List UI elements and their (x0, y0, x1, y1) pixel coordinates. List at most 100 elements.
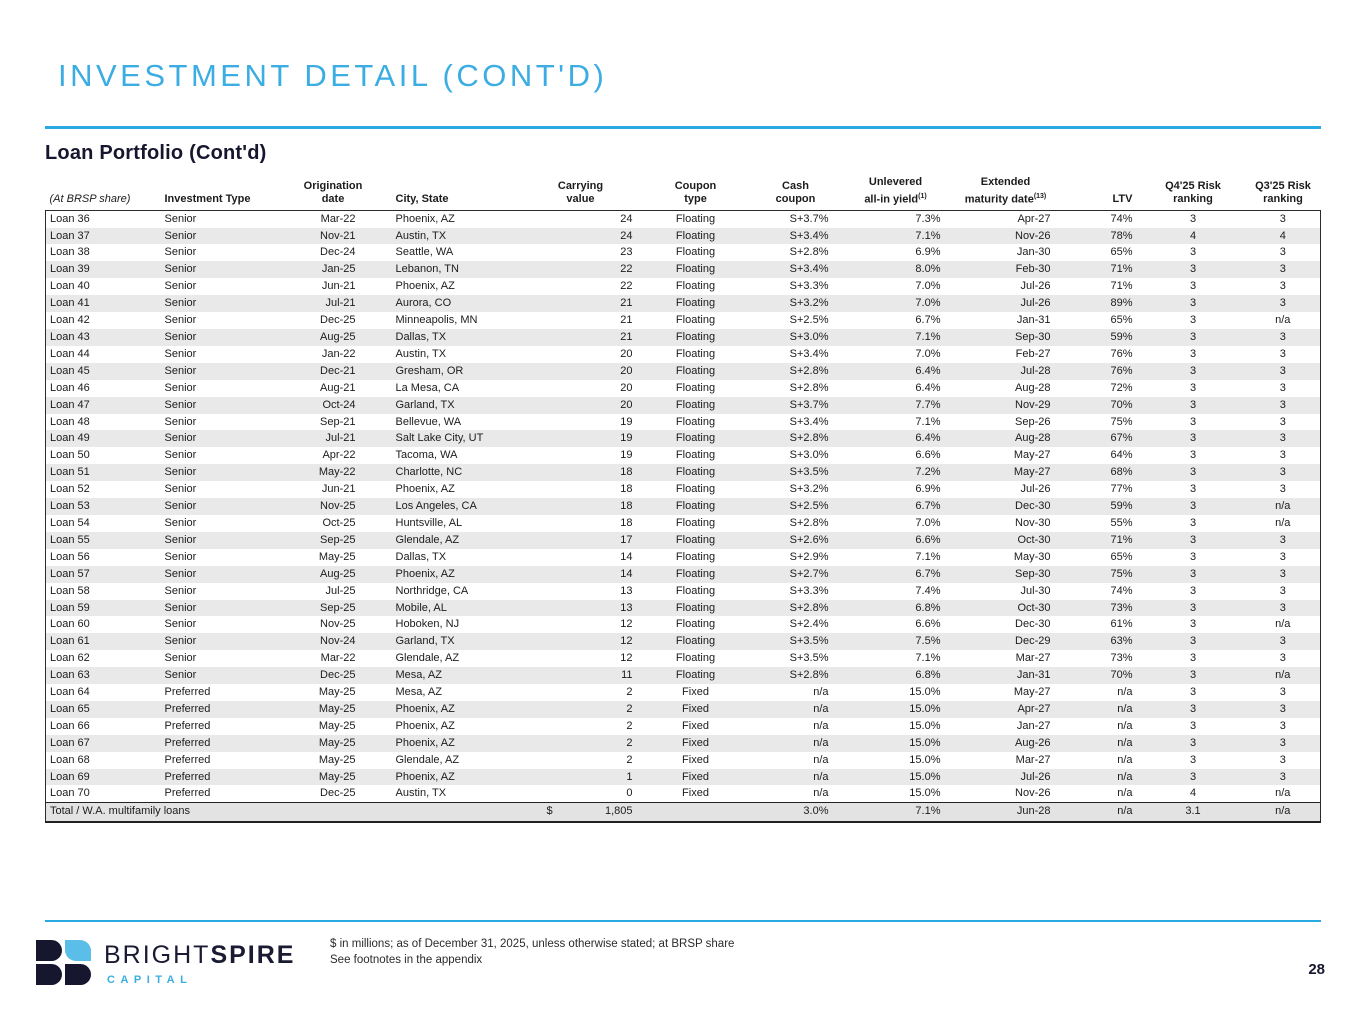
cell-extended-maturity: May-27 (1013, 449, 1051, 462)
cell-investment-type: Senior (164, 212, 197, 225)
cell-carrying-value: 2 (626, 753, 633, 766)
cell-q4-risk: 3 (1189, 381, 1197, 394)
cell-city-state: Dallas, TX (395, 550, 447, 563)
table-row: Loan 44 Senior Jan-22 Austin, TX 20 Floating S… (46, 346, 1321, 363)
cell-ltv: 65% (1110, 314, 1133, 327)
loan-portfolio-table-container: (At BRSP share) Investment Type Originatio… (45, 176, 1321, 823)
cell-investment-type: Senior (164, 669, 197, 682)
cell-ltv: 76% (1110, 364, 1133, 377)
cell-unlevered-yield: 7.4% (915, 584, 941, 597)
cell-ltv: n/a (1117, 719, 1133, 732)
cell-investment-type: Senior (164, 635, 197, 648)
cell-coupon-type: Fixed (682, 736, 709, 749)
cell-extended-maturity: Mar-27 (1015, 753, 1051, 766)
cell-ltv: 68% (1110, 466, 1133, 479)
cell-ltv: 75% (1110, 415, 1133, 428)
cell-extended-maturity: Jul-28 (1020, 364, 1051, 377)
title-divider-rule (45, 126, 1321, 129)
cell-q4-risk: 3 (1189, 331, 1197, 343)
cell-investment-type: Senior (164, 483, 197, 496)
cell-coupon-type: Floating (675, 432, 716, 445)
cell-coupon-type: Floating (675, 381, 716, 394)
page-number: 28 (1308, 961, 1325, 978)
cell-investment-type: Senior (164, 297, 197, 310)
cell-city-state: Phoenix, AZ (395, 702, 455, 715)
cell-q3-risk: 3 (1279, 550, 1286, 563)
cell-q3-risk: 3 (1279, 635, 1286, 648)
cell-investment-type: Preferred (164, 702, 211, 715)
cell-coupon-type: Floating (675, 314, 716, 327)
cell-extended-maturity: Nov-29 (1015, 398, 1051, 411)
cell-coupon-type: Floating (675, 483, 716, 496)
cell-cash-coupon: S+3.3% (789, 584, 829, 597)
cell-origination-date: Sep-25 (320, 601, 356, 614)
cell-unlevered-yield: 15.0% (909, 719, 941, 732)
cell-ltv: n/a (1117, 787, 1133, 800)
table-row: Loan 58 Senior Jul-25 Northridge, CA 13 Float… (46, 583, 1321, 600)
cell-q3-risk: 3 (1279, 466, 1286, 479)
cell-q4-risk: 3 (1189, 263, 1197, 276)
cell-investment-type: Senior (164, 381, 197, 394)
cell-carrying-value: 20 (620, 381, 633, 394)
cell-origination-date: Dec-25 (320, 787, 356, 800)
cell-origination-date: May-25 (318, 736, 356, 749)
cell-city-state: Dallas, TX (395, 331, 447, 343)
col-header-carrying-value: Carrying value (557, 179, 604, 206)
cell-city-state: Phoenix, AZ (395, 212, 455, 225)
cell-loan: Loan 41 (50, 297, 90, 310)
cell-city-state: Charlotte, NC (395, 466, 463, 479)
total-extended-maturity: Jun-28 (950, 802, 1061, 823)
cell-origination-date: Jul-25 (325, 584, 356, 597)
cell-origination-date: Mar-22 (320, 212, 356, 225)
cell-city-state: Glendale, AZ (395, 753, 460, 766)
cell-q4-risk: 3 (1189, 601, 1197, 614)
table-row: Loan 68 Preferred May-25 Glendale, AZ 2 Fixed… (46, 752, 1321, 769)
cell-coupon-type: Floating (675, 212, 716, 225)
cell-extended-maturity: Apr-27 (1017, 212, 1051, 225)
cell-carrying-value: 14 (620, 550, 633, 563)
cell-coupon-type: Floating (675, 618, 716, 631)
cell-extended-maturity: Jan-31 (1016, 314, 1051, 327)
cell-unlevered-yield: 6.7% (915, 314, 941, 327)
header-row: (At BRSP share) Investment Type Originatio… (46, 176, 1321, 210)
cell-extended-maturity: Dec-30 (1015, 618, 1051, 631)
cell-cash-coupon: S+2.5% (789, 500, 829, 513)
cell-extended-maturity: Dec-29 (1015, 635, 1051, 648)
cell-coupon-type: Floating (675, 601, 716, 614)
cell-q3-risk: 3 (1279, 331, 1286, 343)
cell-extended-maturity: Oct-30 (1017, 601, 1051, 614)
cell-ltv: 73% (1110, 601, 1133, 614)
cell-cash-coupon: n/a (813, 770, 829, 783)
col-header-coupon-type: Coupon type (674, 179, 717, 206)
brand-capital: CAPITAL (107, 974, 193, 986)
cell-coupon-type: Floating (675, 229, 716, 242)
cell-investment-type: Preferred (164, 770, 211, 783)
cell-loan: Loan 60 (50, 618, 90, 631)
cell-q4-risk: 3 (1189, 516, 1197, 529)
cell-carrying-value: 23 (620, 246, 633, 259)
cell-city-state: Aurora, CO (395, 297, 452, 310)
cell-origination-date: Sep-21 (320, 415, 356, 428)
cell-investment-type: Preferred (164, 753, 211, 766)
cell-ltv: 67% (1110, 432, 1133, 445)
cell-origination-date: May-25 (318, 770, 356, 783)
cell-origination-date: May-25 (318, 753, 356, 766)
table-row: Loan 48 Senior Sep-21 Bellevue, WA 19 Floatin… (46, 414, 1321, 431)
cell-origination-date: Dec-25 (320, 669, 356, 682)
cell-q4-risk: 3 (1189, 449, 1197, 462)
total-label: Total / W.A. multifamily loans (45, 802, 521, 823)
cell-origination-date: Nov-25 (320, 618, 356, 631)
cell-city-state: Glendale, AZ (395, 533, 460, 546)
cell-carrying-value: 2 (626, 686, 633, 699)
table-row: Loan 53 Senior Nov-25 Los Angeles, CA 18 Floa… (45, 498, 1321, 515)
total-q3-risk: n/a (1245, 802, 1321, 823)
col-header-q4-risk: Q4'25 Risk ranking (1165, 179, 1221, 206)
cell-carrying-value: 21 (620, 331, 633, 343)
col-header-unlevered-yield: Unlevered all-in yield(1) (864, 176, 927, 206)
col-header-extended-maturity: Extended maturity date(13) (964, 176, 1047, 206)
cell-ltv: 61% (1110, 618, 1133, 631)
cell-cash-coupon: S+3.0% (789, 449, 829, 462)
cell-loan: Loan 53 (50, 500, 90, 513)
cell-unlevered-yield: 6.4% (915, 364, 941, 377)
cell-q4-risk: 3 (1189, 584, 1197, 597)
